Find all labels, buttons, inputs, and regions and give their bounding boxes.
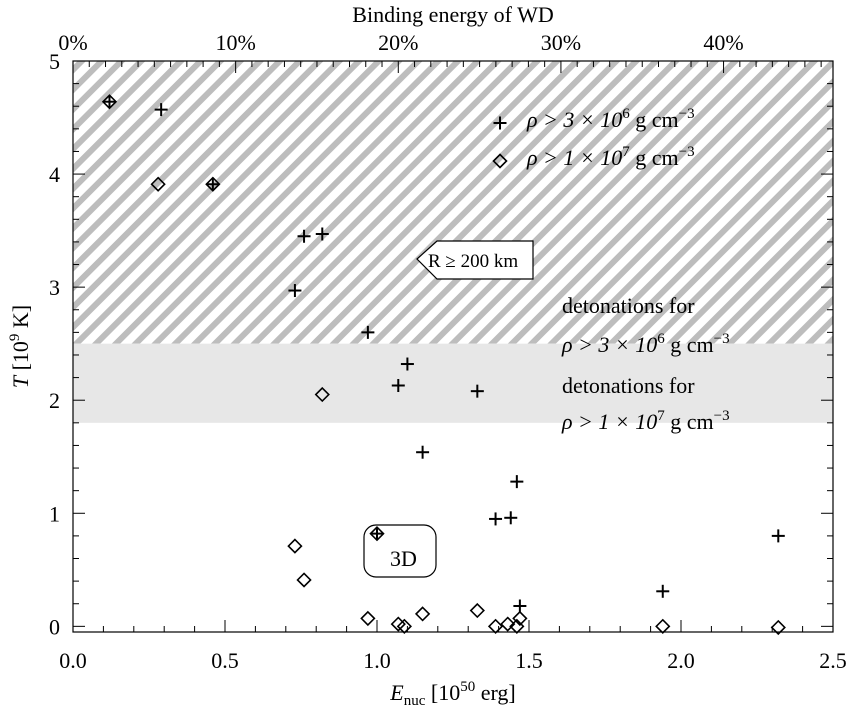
top-tick-label: 10%	[215, 30, 255, 55]
plus-marker	[361, 325, 375, 339]
region-label-line2: ρ > 1 × 107 g cm−3	[561, 408, 730, 434]
x-tick-label: 2.0	[667, 648, 695, 673]
diamond-marker	[150, 176, 166, 192]
plus-marker	[370, 527, 384, 541]
y-axis-label: T [109 K]	[7, 305, 33, 388]
x-tick-label: 1.0	[363, 648, 391, 673]
region-label-line2: ρ > 3 × 106 g cm−3	[561, 331, 730, 357]
plus-marker	[771, 529, 785, 543]
y-tick-label: 0	[49, 614, 60, 639]
x-tick-label: 2.5	[819, 648, 847, 673]
diamond-marker	[414, 606, 431, 622]
top-tick-label: 30%	[541, 30, 581, 55]
y-tick-label: 5	[49, 49, 60, 74]
shaded-region	[73, 343, 833, 423]
top-axis-title: Binding energy of WD	[352, 2, 553, 27]
diamond-marker	[396, 618, 412, 634]
plus-marker	[510, 475, 524, 489]
radius-arrow-box	[416, 240, 534, 280]
plus-marker	[102, 95, 116, 109]
diamond-marker	[369, 525, 385, 542]
diamond-marker	[500, 616, 516, 632]
diamond-marker	[655, 618, 671, 634]
plot-frame	[72, 60, 834, 633]
region-label-line1: detonations for	[562, 373, 695, 398]
x-tick-label: 0.0	[59, 648, 87, 673]
three-d-box	[363, 524, 437, 578]
diamond-marker	[205, 176, 221, 192]
diamond-marker	[101, 94, 118, 110]
region-label-line1: detonations for	[562, 293, 695, 318]
diamond-marker	[469, 602, 485, 619]
diamond-marker	[512, 610, 528, 627]
x-tick-label: 1.5	[515, 648, 543, 673]
plus-marker	[489, 512, 503, 526]
y-tick-label: 1	[49, 501, 60, 526]
y-tick-label: 4	[49, 162, 60, 187]
plus-marker	[470, 384, 484, 398]
plus-marker	[400, 357, 414, 371]
plus-marker	[656, 584, 670, 598]
diamond-marker	[390, 616, 406, 632]
hatched-region	[73, 61, 833, 344]
x-axis-label: Enuc [1050 erg]	[389, 679, 515, 709]
diamond-marker	[492, 153, 508, 169]
diamond-marker	[487, 618, 504, 634]
plus-marker	[288, 284, 302, 298]
plus-marker	[493, 116, 507, 130]
radius-arrow-label: R ≥ 200 km	[428, 251, 518, 272]
plus-marker	[416, 445, 430, 459]
plus-marker	[391, 379, 405, 393]
legend-entry: ρ > 3 × 106 g cm−3	[526, 106, 695, 132]
plus-marker	[154, 103, 168, 117]
x-tick-label: 0.5	[211, 648, 239, 673]
diamond-marker	[314, 386, 330, 403]
top-tick-label: 40%	[703, 30, 743, 55]
plus-marker	[504, 511, 518, 525]
diamond-marker	[360, 610, 376, 627]
plus-marker	[513, 599, 527, 613]
top-tick-label: 20%	[378, 30, 418, 55]
diamond-marker	[287, 538, 303, 554]
plus-marker	[297, 229, 311, 243]
y-tick-label: 3	[49, 275, 60, 300]
y-tick-label: 2	[49, 388, 60, 413]
plus-marker	[315, 227, 329, 241]
legend-entry: ρ > 1 × 107 g cm−3	[526, 144, 695, 170]
diamond-marker	[770, 619, 786, 636]
plus-marker	[206, 177, 220, 191]
top-tick-label: 0%	[58, 30, 87, 55]
three-d-label: 3D	[390, 546, 417, 571]
diamond-marker	[296, 572, 312, 588]
